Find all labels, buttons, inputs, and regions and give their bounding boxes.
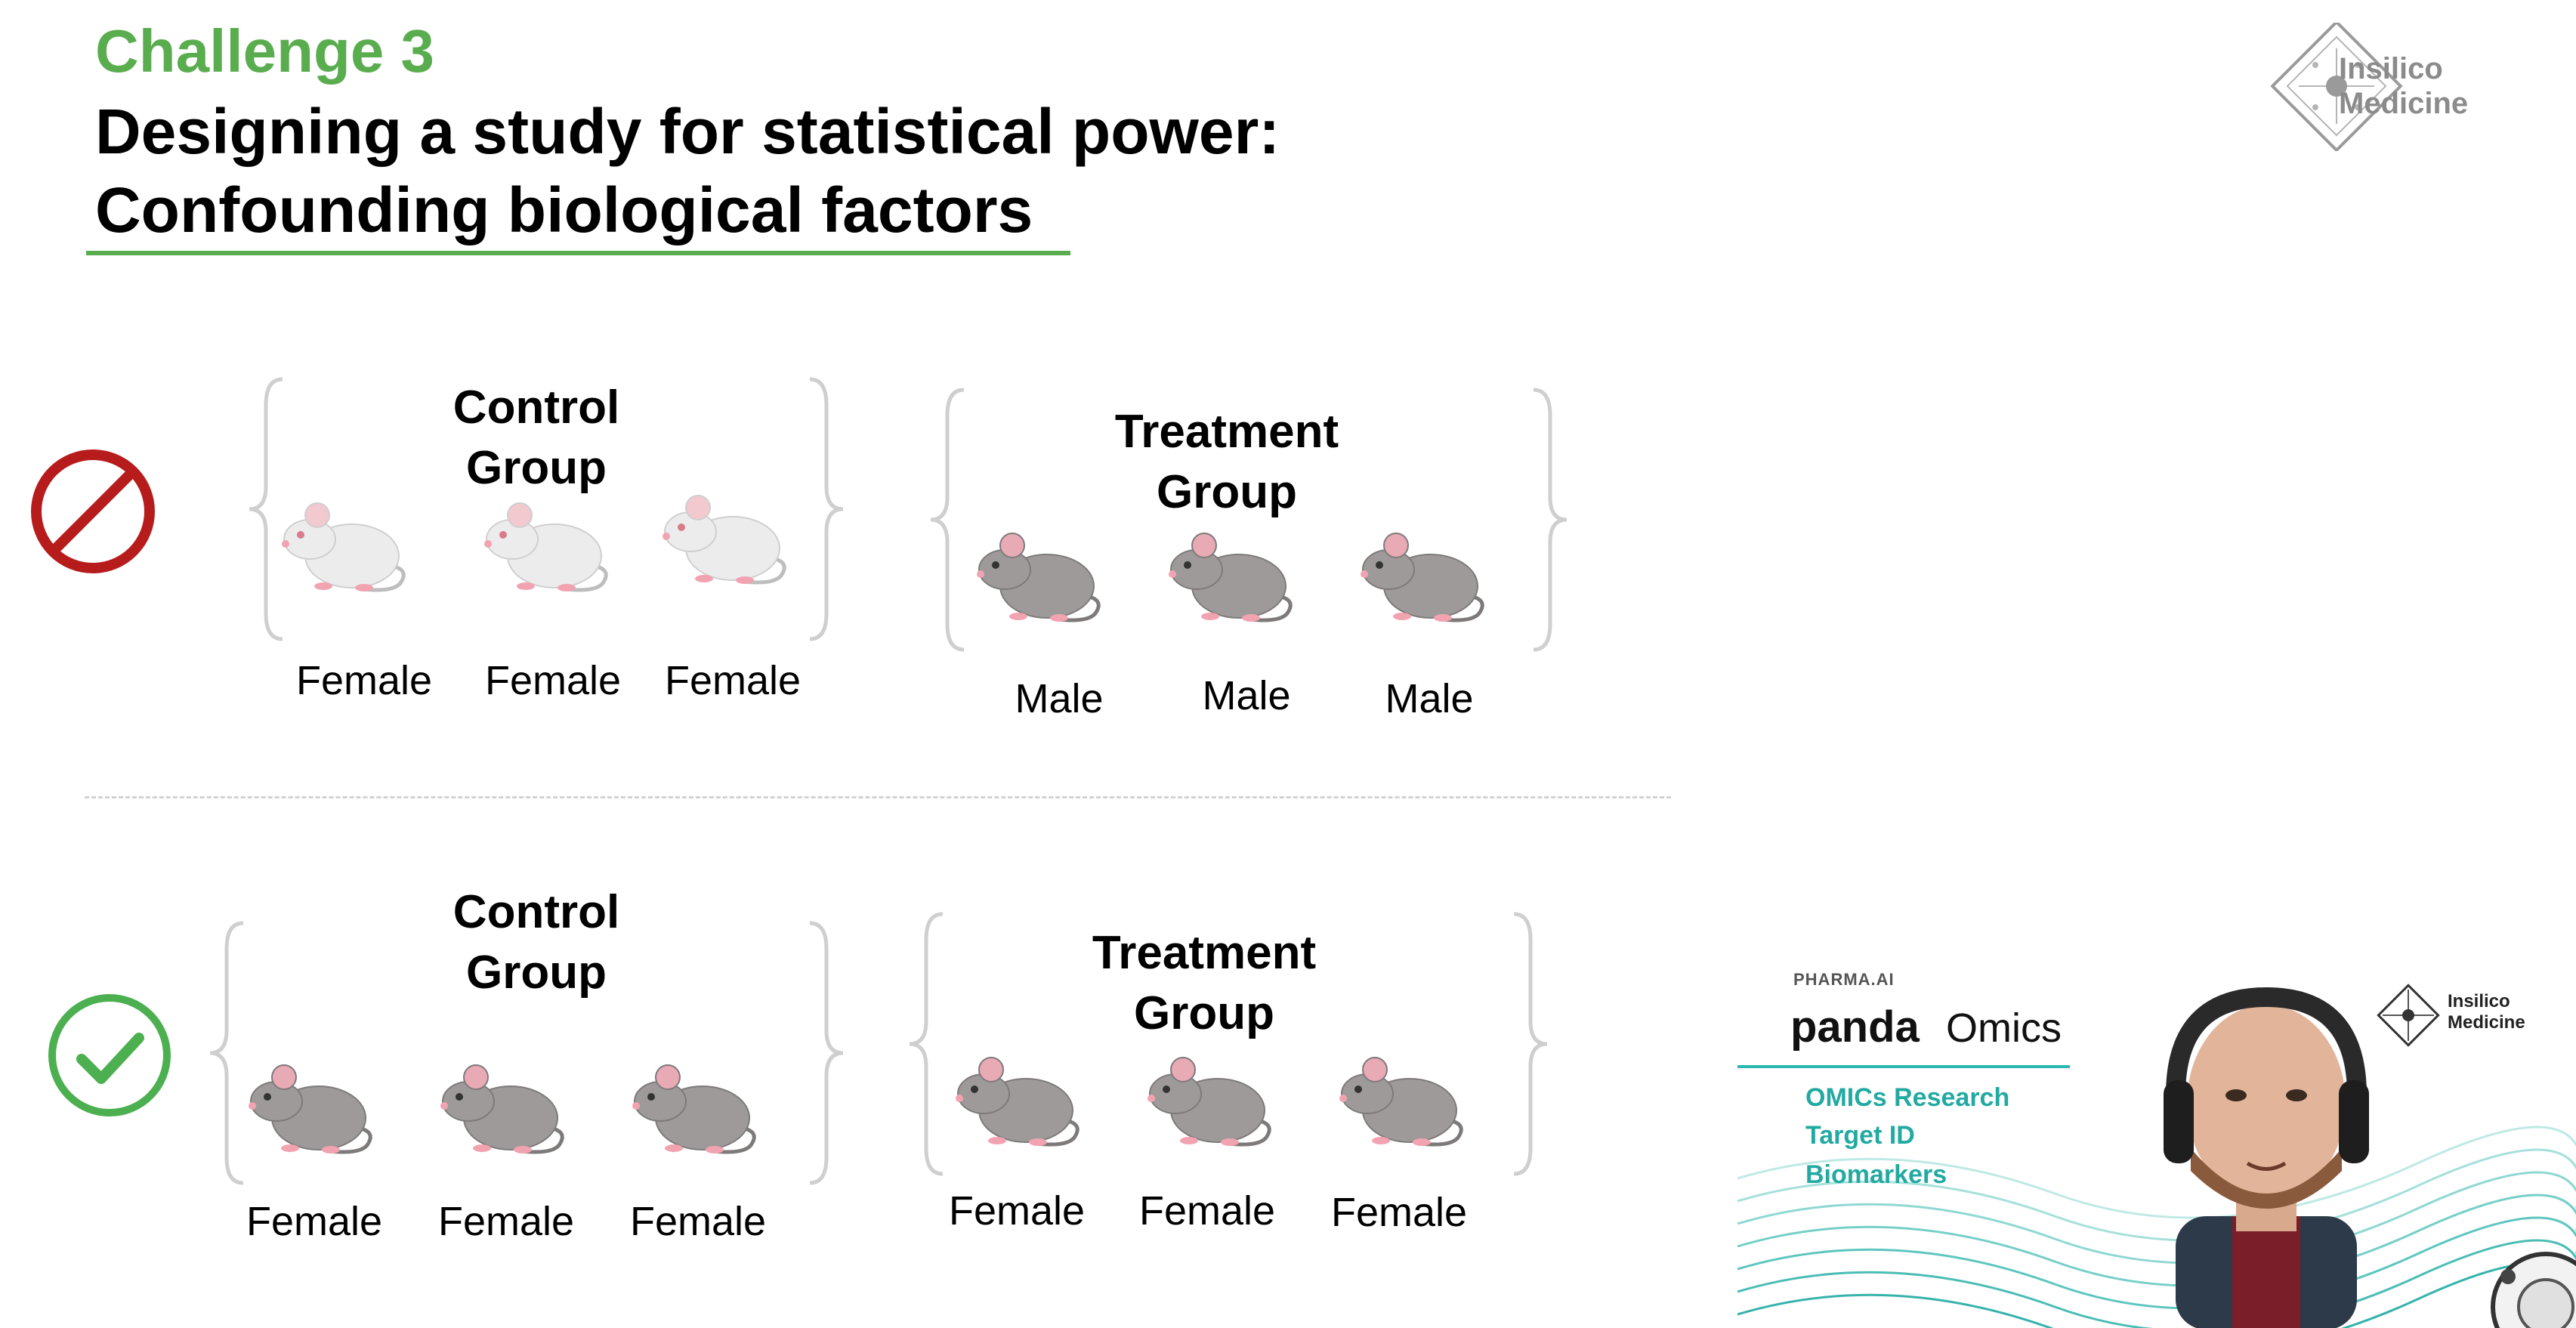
overlay-logo-line-2: Medicine [2448, 1012, 2525, 1033]
group-title-line-1: Treatment [1114, 406, 1339, 458]
treatment-group-title: Treatment Group [1046, 923, 1363, 1044]
sex-label: Female [1138, 1188, 1276, 1234]
sex-label: Female [629, 1199, 767, 1244]
insilico-logo-icon [2377, 984, 2440, 1047]
left-brace [909, 912, 944, 1176]
group-title-line-2: Group [466, 947, 607, 999]
grey-mouse [1361, 533, 1484, 622]
sex-label: Female [948, 1188, 1086, 1234]
speaker-video-overlay: PHARMA.AI panda Omics OMICs Research Tar… [1737, 937, 2576, 1328]
control-group-title: Control Group [378, 882, 695, 1003]
white-mouse [663, 495, 786, 585]
right-brace [809, 921, 844, 1185]
checkmark-icon [48, 994, 171, 1116]
title-line-1: Designing a study for statistical power: [95, 96, 1280, 167]
overlay-logo-line-1: Insilico [2448, 991, 2510, 1011]
title-underline [86, 251, 1070, 255]
sex-label: Male [1202, 673, 1291, 718]
feature-item: Target ID [1805, 1121, 1915, 1150]
robot-graphic [2491, 1252, 2576, 1328]
treatment-group-title: Treatment Group [1068, 402, 1385, 523]
brand-panda: panda [1790, 1002, 1920, 1052]
left-brace [249, 377, 283, 641]
prohibited-icon [31, 449, 155, 573]
sex-label: Female [484, 658, 622, 703]
logo-text-line-2: Medicine [2339, 87, 2469, 120]
grey-mouse [977, 533, 1101, 622]
group-title-line-2: Group [466, 442, 607, 494]
title-line-2: Confounding biological factors [95, 174, 1033, 246]
grey-mouse [1339, 1057, 1463, 1147]
feature-item: Biomarkers [1805, 1160, 1947, 1189]
white-mouse [282, 502, 406, 592]
left-brace [930, 388, 965, 652]
pharma-ai-tagline: PHARMA.AI [1793, 970, 1895, 989]
grey-mouse [249, 1064, 372, 1154]
overlay-logo-text: Insilico Medicine [2448, 991, 2525, 1033]
logo-text: Insilico Medicine [2339, 51, 2468, 121]
grey-mouse [1169, 533, 1293, 622]
sex-label: Male [1385, 676, 1474, 721]
group-title-line-2: Group [1134, 987, 1274, 1039]
right-brace [809, 377, 844, 641]
group-title-line-2: Group [1157, 466, 1297, 518]
grey-mouse [1147, 1057, 1271, 1147]
overlay-divider [1737, 1065, 2070, 1068]
insilico-logo-icon [2270, 23, 2403, 151]
white-mouse [484, 502, 608, 592]
feature-item: OMICs Research [1805, 1083, 2010, 1112]
sex-label: Female [1330, 1190, 1468, 1235]
sex-label: Female [437, 1199, 575, 1244]
sex-label: Male [1015, 676, 1104, 721]
sex-label: Female [295, 658, 433, 703]
group-title-line-1: Control [452, 381, 620, 434]
sex-label: Female [246, 1199, 383, 1244]
section-divider [85, 796, 1671, 798]
control-group-title: Control Group [378, 378, 695, 499]
slide-title: Designing a study for statistical power:… [95, 92, 1280, 249]
group-title-line-1: Treatment [1092, 927, 1317, 979]
challenge-label: Challenge 3 [95, 17, 435, 85]
grey-mouse [440, 1064, 564, 1154]
brand-omics: Omics [1946, 1005, 2062, 1051]
right-brace [1533, 388, 1568, 652]
left-brace [209, 921, 244, 1185]
grey-mouse [632, 1064, 756, 1154]
logo-text-line-1: Insilico [2339, 52, 2443, 85]
speaker-avatar [2164, 987, 2369, 1328]
group-title-line-1: Control [452, 886, 620, 938]
right-brace [1513, 912, 1548, 1176]
sex-label: Female [664, 658, 802, 703]
grey-mouse [956, 1057, 1080, 1147]
